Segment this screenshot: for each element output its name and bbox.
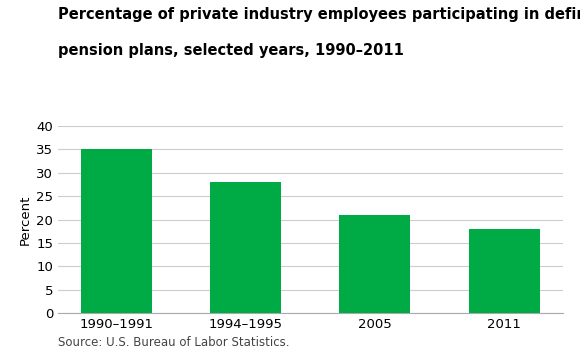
Text: Percentage of private industry employees participating in defined benefit: Percentage of private industry employees… bbox=[58, 7, 580, 22]
Bar bbox=[81, 149, 152, 313]
Text: Source: U.S. Bureau of Labor Statistics.: Source: U.S. Bureau of Labor Statistics. bbox=[58, 336, 289, 349]
Bar bbox=[339, 215, 411, 313]
Y-axis label: Percent: Percent bbox=[19, 194, 32, 245]
Text: pension plans, selected years, 1990–2011: pension plans, selected years, 1990–2011 bbox=[58, 43, 404, 58]
Bar bbox=[469, 229, 539, 313]
Bar bbox=[210, 182, 281, 313]
